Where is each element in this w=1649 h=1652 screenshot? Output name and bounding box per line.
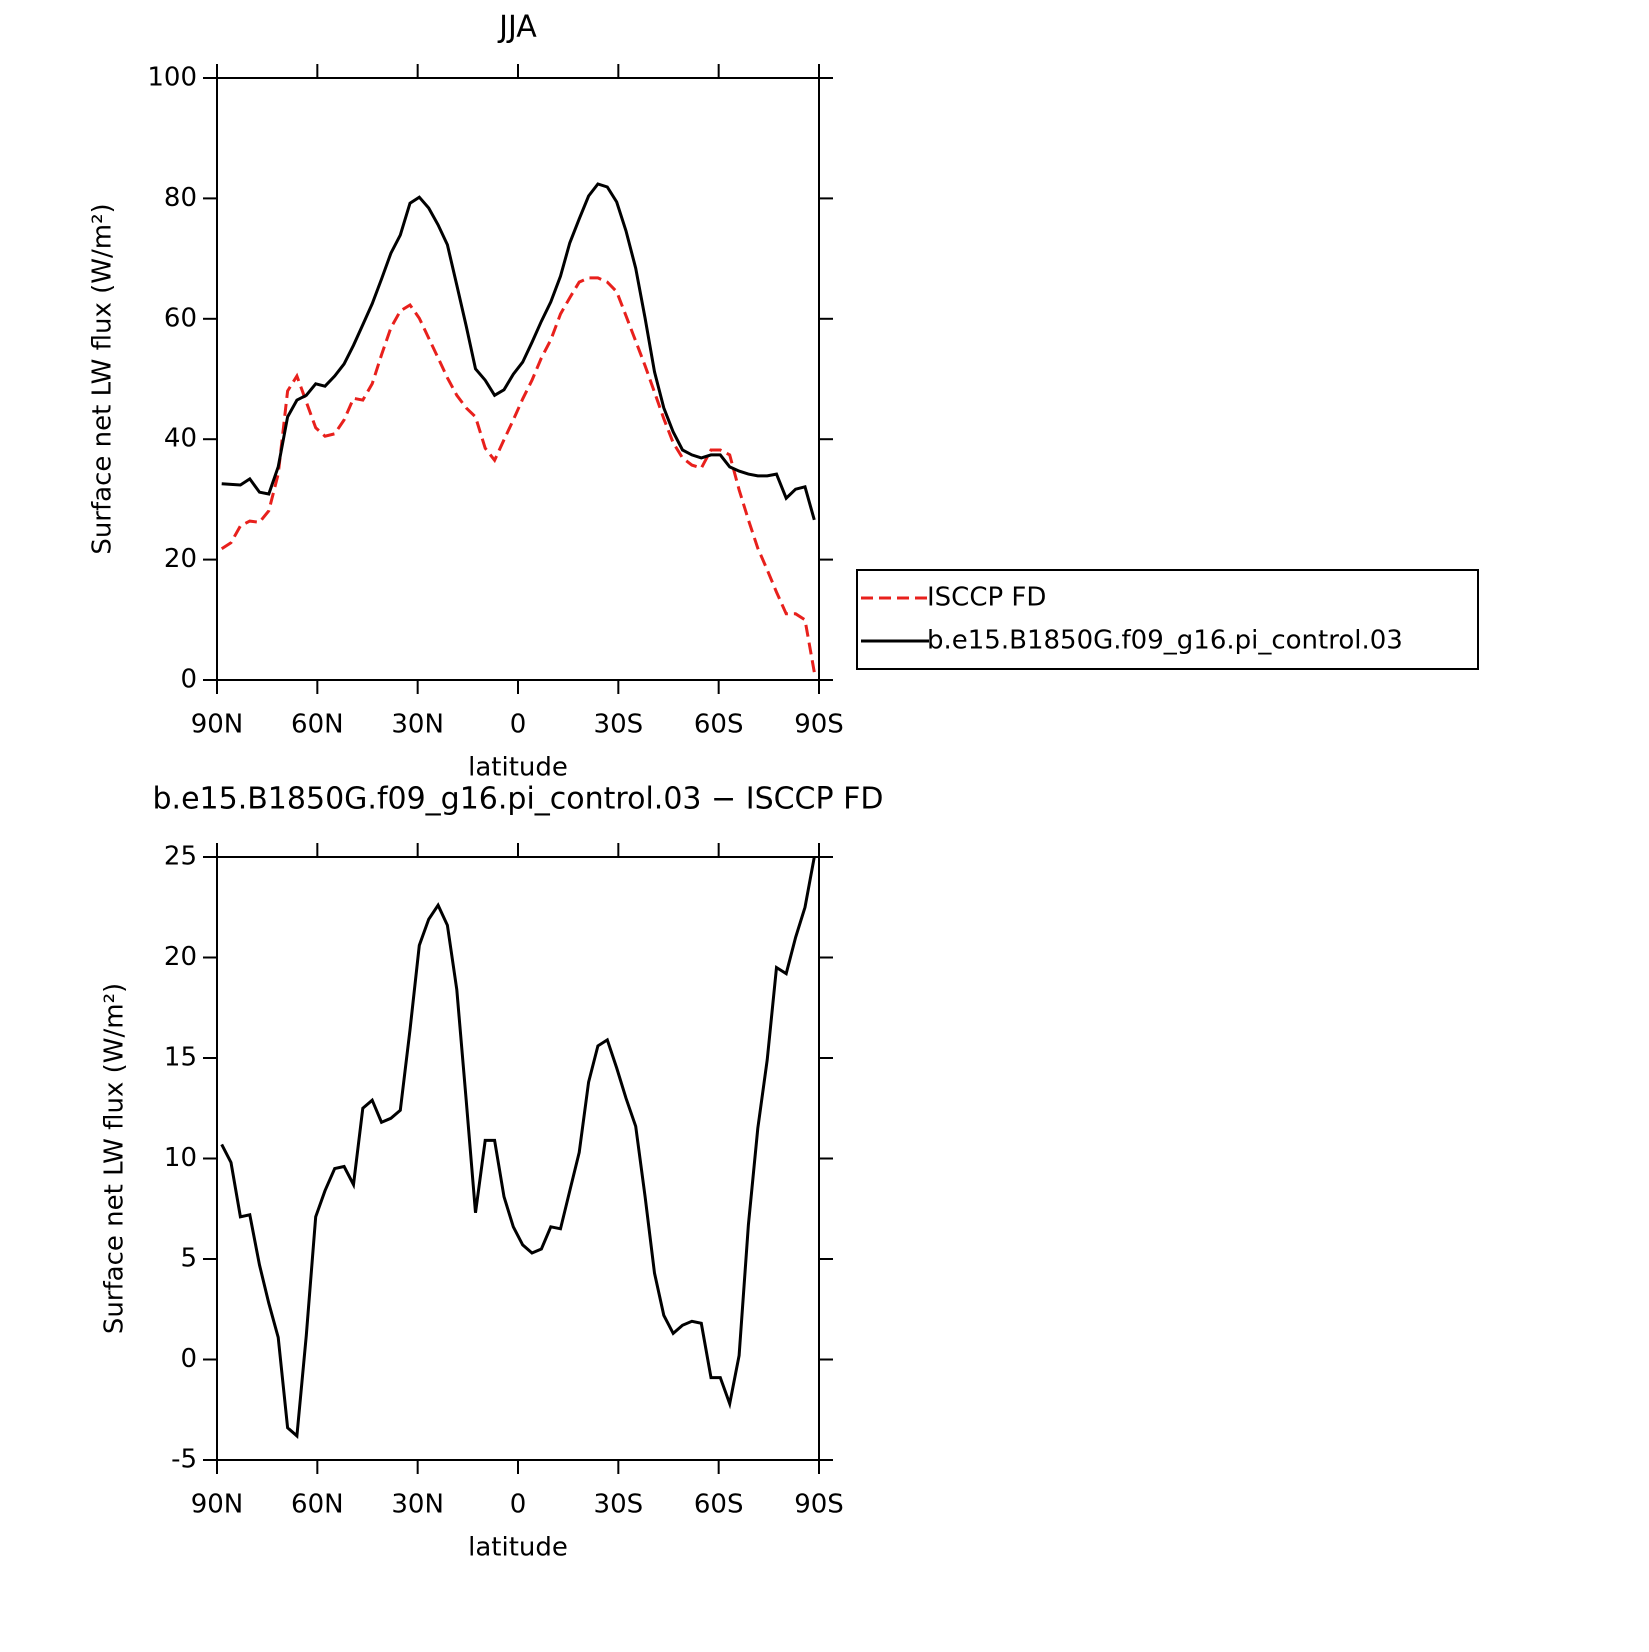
y-tick-label: 100 — [147, 63, 197, 93]
y-tick-label: 80 — [164, 183, 197, 213]
y-tick-label: 25 — [164, 842, 197, 872]
legend-label: b.e15.B1850G.f09_g16.pi_control.03 — [927, 626, 1403, 656]
y-tick-label: 10 — [164, 1143, 197, 1173]
y-tick-label: 15 — [164, 1043, 197, 1073]
x-tick-label: 30S — [594, 1490, 644, 1520]
chart-title: JJA — [497, 10, 537, 45]
y-tick-label: 20 — [164, 544, 197, 574]
x-axis-label: latitude — [468, 753, 568, 783]
y-tick-label: 5 — [180, 1244, 197, 1274]
series-line — [220, 856, 816, 1439]
x-tick-label: 60S — [694, 1490, 744, 1520]
x-tick-label: 30N — [391, 1490, 444, 1520]
x-tick-label: 0 — [510, 1490, 527, 1520]
y-tick-label: 20 — [164, 942, 197, 972]
y-tick-label: 40 — [164, 424, 197, 454]
x-tick-label: 60N — [291, 1490, 344, 1520]
legend-box — [856, 569, 1479, 670]
y-tick-label: 60 — [164, 303, 197, 333]
series-line — [221, 182, 816, 521]
plot-frame — [216, 77, 820, 681]
x-tick-label: 90S — [794, 710, 844, 740]
chart-title: b.e15.B1850G.f09_g16.pi_control.03 − ISC… — [152, 782, 883, 817]
plot-frame — [216, 856, 820, 1461]
y-axis-label: Surface net LW flux (W/m²) — [88, 203, 118, 554]
x-tick-label: 90N — [191, 710, 244, 740]
x-tick-label: 60S — [694, 710, 744, 740]
x-tick-label: 30N — [391, 710, 444, 740]
x-tick-label: 0 — [510, 710, 527, 740]
y-tick-label: -5 — [171, 1445, 197, 1475]
x-tick-label: 60N — [291, 710, 344, 740]
y-tick-label: 0 — [180, 1344, 197, 1374]
y-tick-label: 0 — [180, 665, 197, 695]
x-tick-label: 90S — [794, 1490, 844, 1520]
x-axis-label: latitude — [468, 1533, 568, 1563]
legend-label: ISCCP FD — [927, 583, 1046, 613]
x-tick-label: 30S — [594, 710, 644, 740]
series-line — [220, 276, 816, 673]
x-tick-label: 90N — [191, 1490, 244, 1520]
y-axis-label: Surface net LW flux (W/m²) — [100, 983, 130, 1334]
